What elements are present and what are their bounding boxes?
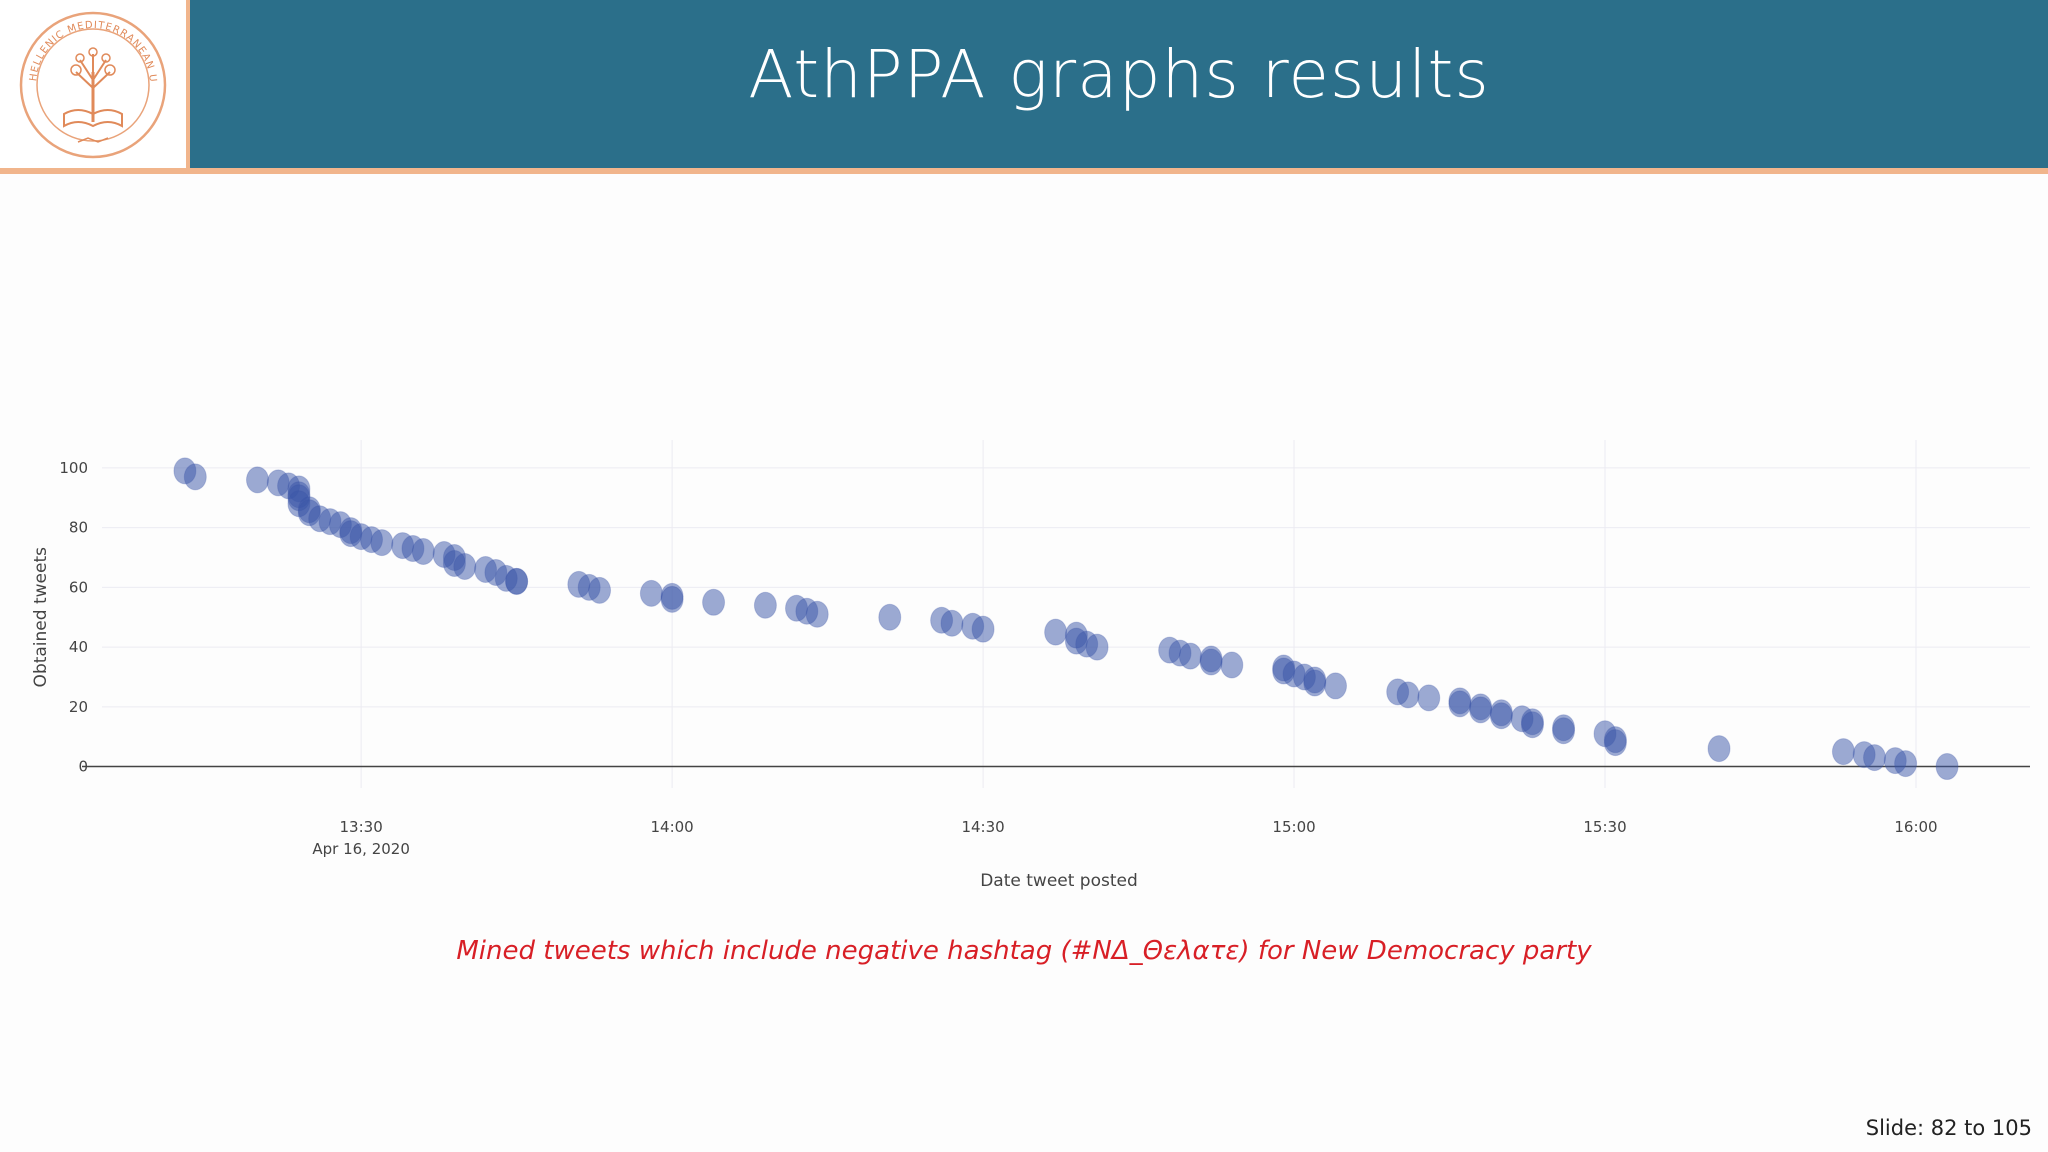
data-point	[639, 579, 663, 607]
title-bar: AthPPA graphs results	[190, 0, 2048, 170]
vertical-gridlines	[360, 440, 1917, 788]
x-tick-date-label: Apr 16, 2020	[312, 840, 410, 858]
data-point	[1603, 729, 1627, 757]
data-point	[1552, 717, 1576, 745]
data-point	[1396, 681, 1420, 709]
data-points	[173, 457, 1959, 781]
slide-number: Slide: 82 to 105	[1865, 1116, 2032, 1140]
data-point	[1863, 744, 1887, 772]
x-tick-label: 13:30	[340, 818, 383, 836]
data-point	[1324, 672, 1348, 700]
y-axis-title: Obtained tweets	[31, 547, 51, 688]
data-point	[1417, 684, 1441, 712]
data-point	[453, 552, 477, 580]
data-point	[1178, 642, 1202, 670]
data-point	[702, 588, 726, 616]
data-point	[878, 603, 902, 631]
data-point	[1469, 696, 1493, 724]
slide-header: HELLENIC MEDITERRANEAN UNIVERSITY AthPPA…	[0, 0, 2048, 174]
data-point	[805, 600, 829, 628]
x-tick-label: 16:00	[1894, 818, 1937, 836]
data-point	[183, 463, 207, 491]
x-tick-label: 14:00	[650, 818, 693, 836]
data-point	[411, 538, 435, 566]
y-tick-label: 100	[59, 459, 88, 477]
header-divider	[0, 168, 2048, 174]
y-tick-label: 40	[69, 638, 88, 656]
data-point	[245, 466, 269, 494]
data-point	[1935, 753, 1959, 781]
slide-title: AthPPA graphs results	[748, 36, 1490, 113]
data-point	[1199, 648, 1223, 676]
data-point	[753, 591, 777, 619]
university-seal-icon: HELLENIC MEDITERRANEAN UNIVERSITY	[18, 10, 167, 159]
x-axis-ticks: 13:30 14:00 14:30 15:00 15:30 16:00	[340, 818, 1938, 836]
y-tick-label: 20	[69, 698, 88, 716]
data-point	[1707, 735, 1731, 763]
x-tick-label: 15:30	[1583, 818, 1626, 836]
y-tick-label: 0	[78, 758, 88, 776]
figure-caption: Mined tweets which include negative hash…	[456, 936, 1592, 966]
data-point	[370, 529, 394, 557]
data-point	[660, 585, 684, 613]
data-point	[1044, 618, 1068, 646]
y-axis-ticks: 0 20 40 60 80 100	[59, 459, 88, 776]
data-point	[971, 615, 995, 643]
data-point	[505, 567, 529, 595]
y-tick-label: 80	[69, 519, 88, 537]
data-point	[1085, 633, 1109, 661]
data-point	[1831, 738, 1855, 766]
data-point	[1303, 669, 1327, 697]
data-point	[1448, 690, 1472, 718]
data-point	[588, 576, 612, 604]
university-logo: HELLENIC MEDITERRANEAN UNIVERSITY	[0, 0, 190, 170]
scatter-chart: 0 20 40 60 80 100 13:30 14:00 14:30 15:00 15:30 16…	[31, 440, 2030, 891]
data-point	[1489, 702, 1513, 730]
data-point	[940, 609, 964, 637]
x-tick-label: 14:30	[961, 818, 1004, 836]
horizontal-gridlines	[102, 467, 2030, 708]
data-point	[1520, 711, 1544, 739]
y-tick-label: 60	[69, 578, 88, 596]
data-point	[1220, 651, 1244, 679]
x-tick-label: 15:00	[1272, 818, 1315, 836]
data-point	[1894, 750, 1918, 778]
x-axis-title: Date tweet posted	[980, 871, 1138, 891]
